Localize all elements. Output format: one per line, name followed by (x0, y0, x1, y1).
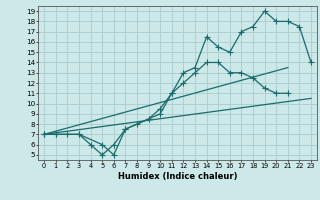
X-axis label: Humidex (Indice chaleur): Humidex (Indice chaleur) (118, 172, 237, 181)
